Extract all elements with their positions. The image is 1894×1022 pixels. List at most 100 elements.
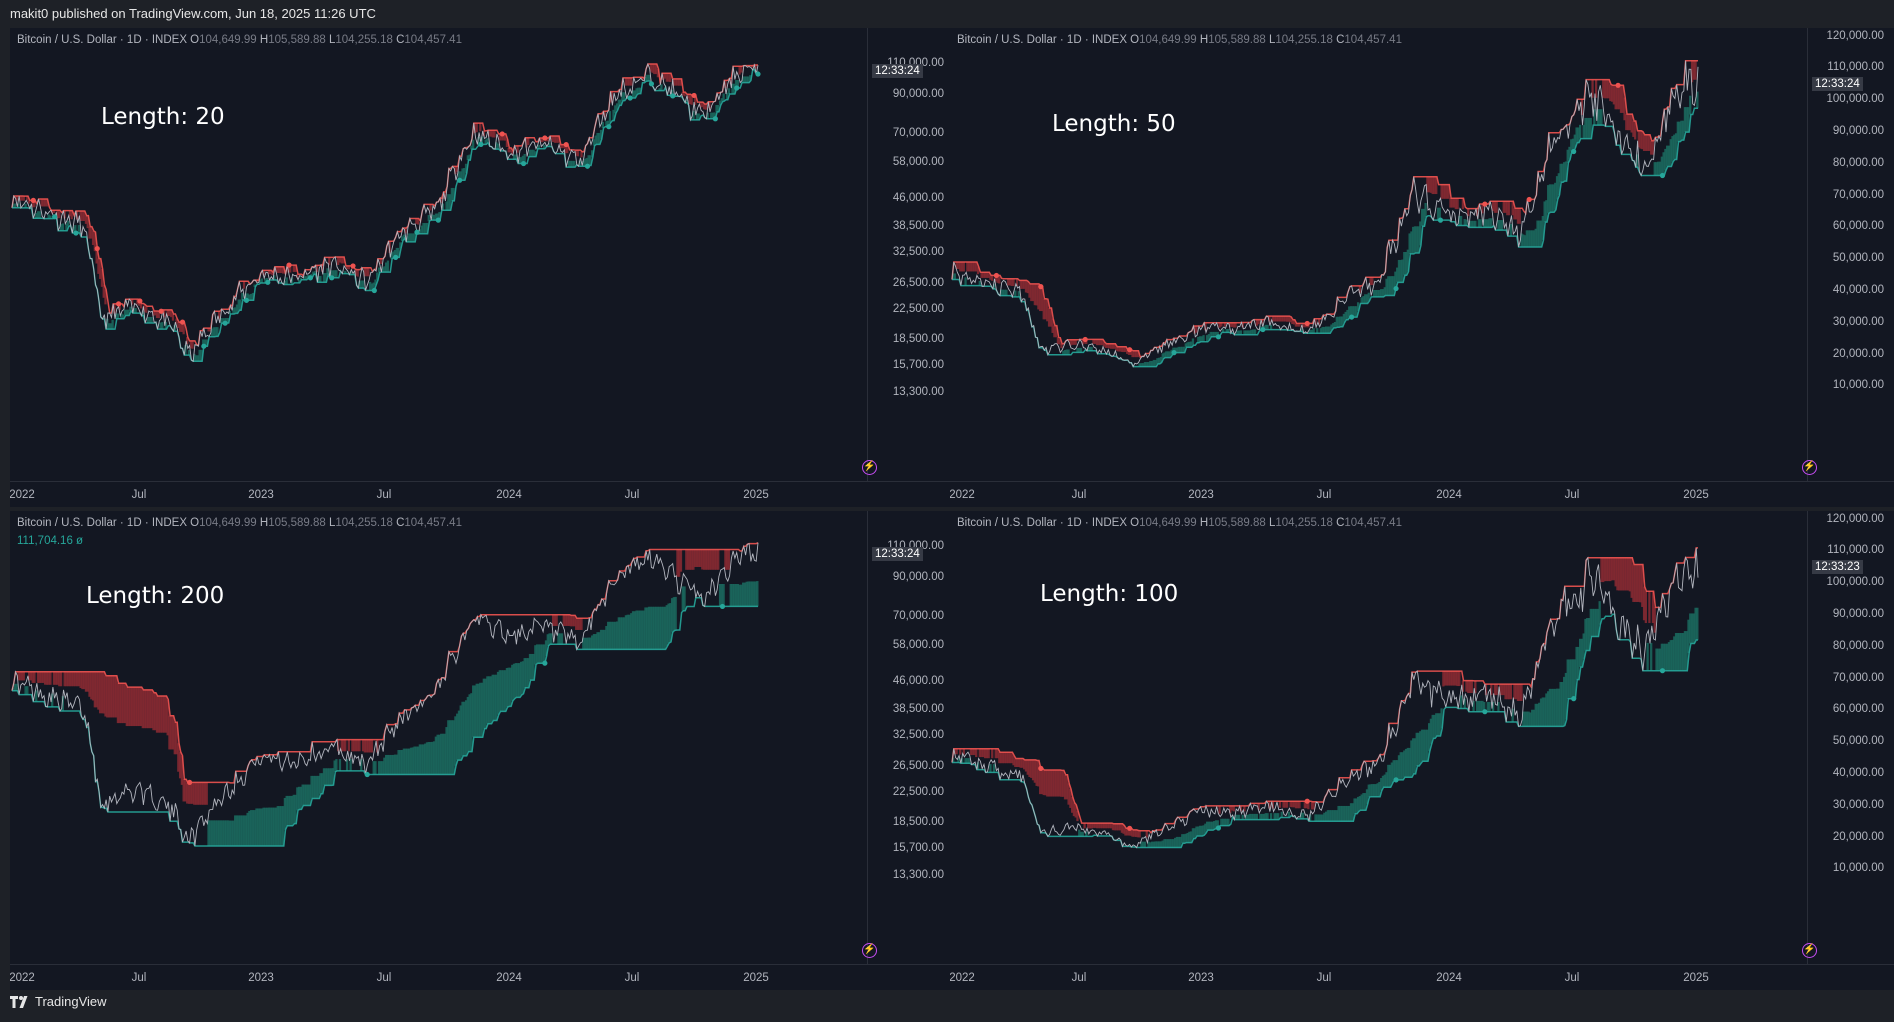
bull-band [1225,329,1228,333]
chart-panel-length-100[interactable]: Bitcoin / U.S. Dollar · 1D · INDEX O104,… [950,511,1894,990]
bull-band [1563,676,1566,726]
bull-band [468,694,471,752]
plot-area[interactable] [10,511,867,964]
price-tick-label: 70,000.00 [892,127,944,139]
plot-area[interactable] [10,28,867,481]
bear-band [20,671,24,681]
bull-band [278,806,281,846]
time-axis[interactable]: 2022 Jul 2023 Jul 2024 Jul 2025 [950,964,1894,990]
bull-band [747,581,750,607]
bull-band [1488,702,1491,712]
bull-band [1191,338,1195,346]
bull-band [1342,313,1346,323]
bear-band [347,265,350,270]
bull-band [644,76,647,82]
countdown-label: 12:33:23 [1812,560,1863,574]
bull-band [628,614,631,650]
bull-band [738,584,741,607]
bull-band [1655,648,1658,671]
time-tick-label: 2025 [743,489,769,501]
bull-band [1184,343,1187,348]
plot-area[interactable] [950,28,1807,481]
bear-band [1046,299,1049,322]
price-tick-label: 120,000.00 [1826,30,1884,42]
bear-band [713,549,716,570]
time-axis[interactable]: 2022 Jul 2023 Jul 2024 Jul 2025 [10,481,954,507]
bull-band [1234,814,1237,820]
bear-band [1044,298,1047,320]
chart-panel-length-50[interactable]: Bitcoin / U.S. Dollar · 1D · INDEX O104,… [950,28,1894,507]
bull-band [1593,608,1596,637]
lightning-icon[interactable]: ⚡ [1802,943,1817,958]
bear-signal-dot [179,319,186,325]
bear-band [70,210,73,220]
bear-band [47,671,50,685]
bull-band [466,155,469,161]
time-axis[interactable]: 2022 Jul 2023 Jul 2024 Jul 2025 [950,481,1894,507]
bull-band [1213,331,1216,337]
bull-band [1497,702,1500,712]
price-axis[interactable]: 120,000.00 110,000.00 100,000.00 90,000.00 8… [1807,28,1894,481]
bear-band [115,675,118,718]
bull-band [1594,608,1598,637]
price-axis[interactable]: 140,000.00110,000.0090,000.0070,000.0058… [867,28,954,481]
bull-band [528,653,532,681]
price-tick-label: 22,500.00 [892,303,944,315]
price-axis[interactable]: 140,000.00110,000.0090,000.0070,000.0058… [867,511,954,964]
chart-panel-length-200[interactable]: Bitcoin / U.S. Dollar · 1D · INDEX O104,… [10,511,954,990]
bull-band [626,614,629,650]
bull-band [1666,643,1669,671]
bull-band [623,92,626,101]
bear-band [678,549,681,577]
bear-band [178,322,182,332]
bear-band [1301,323,1305,328]
bear-band [1475,208,1479,217]
bull-band [260,278,263,284]
close-label: C [1332,34,1345,46]
bull-band [116,313,120,319]
bull-signal-dot [1349,314,1355,320]
bull-band [1358,796,1362,811]
lightning-icon[interactable]: ⚡ [1802,460,1817,475]
bull-band [319,275,322,283]
plot-area[interactable] [950,511,1807,964]
bull-band [550,633,553,645]
high-value: 105,589.88 [1208,517,1266,529]
bull-band [386,260,390,273]
lightning-icon[interactable]: ⚡ [862,460,877,475]
tradingview-logo[interactable]: TradingView [10,994,107,1009]
bear-band [959,262,962,272]
time-axis[interactable]: 2022 Jul 2023 Jul 2024 Jul 2025 [10,964,954,990]
bull-band [1152,359,1155,367]
bull-band [1658,648,1662,671]
bull-band [722,583,725,607]
symbol-name: Bitcoin / U.S. Dollar · 1D · INDEX [957,517,1127,529]
time-tick-label: Jul [131,972,147,984]
chart-panel-length-20[interactable]: Bitcoin / U.S. Dollar · 1D · INDEX O104,… [10,28,954,507]
lightning-icon[interactable]: ⚡ [862,943,877,958]
bull-band [1003,289,1006,296]
bull-band [740,584,743,607]
bull-band [377,761,381,775]
bull-band [1378,289,1381,297]
bull-band [1593,109,1596,126]
bull-band [1145,362,1148,367]
bear-band [1632,564,1635,602]
price-axis[interactable]: 120,000.00 110,000.00 100,000.00 90,000.00 8… [1807,511,1894,964]
bear-band [1602,557,1605,583]
bear-band [715,549,718,570]
bull-band [621,92,624,101]
bull-band [1566,149,1569,164]
bull-band [615,621,619,650]
bear-band [1653,607,1656,633]
bull-band [1479,700,1482,712]
bear-band [704,549,707,570]
time-tick-label: 2024 [1436,489,1462,501]
bull-band [1364,793,1367,811]
bull-band [651,606,654,650]
bull-band [631,90,635,99]
time-tick-label: 2024 [1436,972,1462,984]
bear-band [1055,769,1058,797]
bull-band [1525,230,1528,247]
bull-band [1277,813,1280,820]
